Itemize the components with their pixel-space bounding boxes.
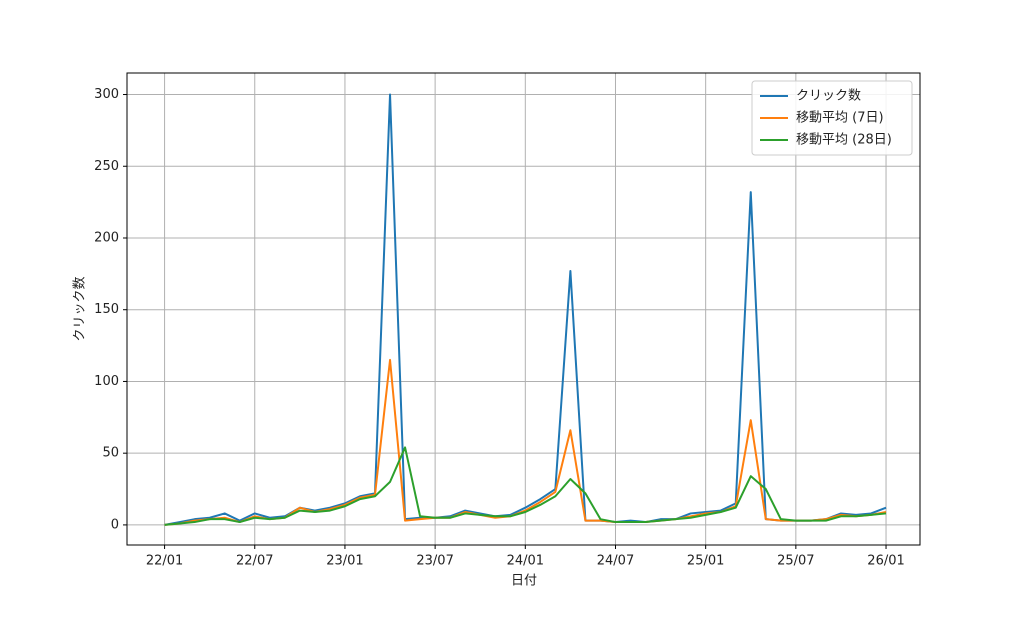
legend-label: 移動平均 (7日) bbox=[796, 111, 884, 126]
y-axis-label: クリック数 bbox=[73, 276, 88, 341]
y-tick-label: 200 bbox=[94, 230, 119, 245]
x-tick-label: 25/07 bbox=[777, 554, 814, 569]
legend-label: クリック数 bbox=[796, 89, 861, 104]
legend-label: 移動平均 (28日) bbox=[796, 133, 892, 148]
x-tick-label: 25/01 bbox=[687, 554, 724, 569]
y-tick-label: 50 bbox=[102, 446, 119, 461]
x-axis-label: 日付 bbox=[511, 574, 537, 589]
x-tick-label: 23/07 bbox=[416, 554, 453, 569]
y-tick-label: 100 bbox=[94, 374, 119, 389]
y-tick-label: 250 bbox=[94, 159, 119, 174]
data-line bbox=[164, 446, 887, 526]
x-tick-label: 22/01 bbox=[146, 554, 183, 569]
y-tick-label: 0 bbox=[111, 517, 119, 532]
x-tick-label: 24/07 bbox=[597, 554, 634, 569]
y-tick-label: 300 bbox=[94, 87, 119, 102]
plot-frame bbox=[126, 72, 921, 546]
x-tick-label: 24/01 bbox=[507, 554, 544, 569]
x-tick-label: 26/01 bbox=[867, 554, 904, 569]
y-tick-label: 150 bbox=[94, 302, 119, 317]
x-tick-label: 23/01 bbox=[326, 554, 363, 569]
legend-box bbox=[751, 80, 913, 156]
x-tick-label: 22/07 bbox=[236, 554, 273, 569]
